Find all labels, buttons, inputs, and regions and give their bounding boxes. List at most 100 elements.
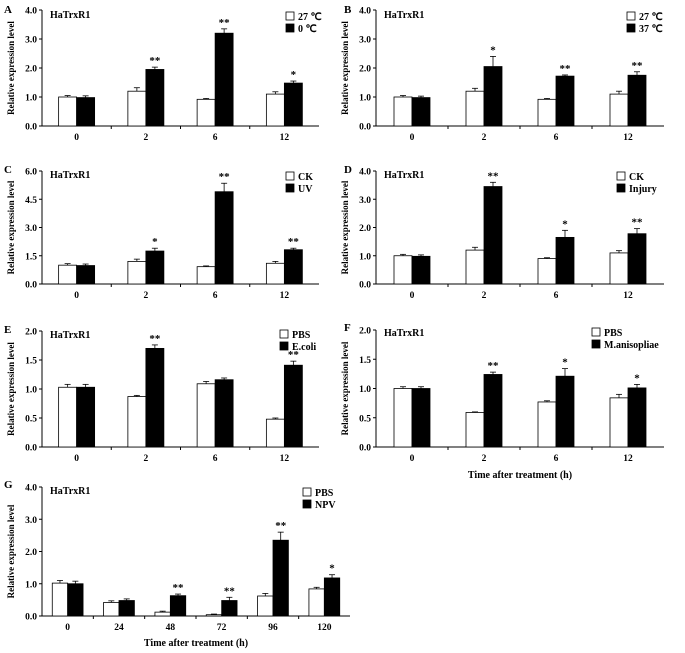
- chart-title: HaTrxR1: [384, 170, 424, 181]
- y-tick-label: 0.0: [25, 613, 37, 623]
- bar-control: [393, 255, 413, 285]
- x-tick-label: 2: [144, 291, 149, 301]
- y-tick-label: 2.0: [359, 224, 371, 234]
- x-tick-label: 6: [213, 291, 218, 301]
- chart-title: HaTrxR1: [50, 170, 90, 181]
- significance-label: **: [224, 585, 236, 597]
- legend-swatch-control: [302, 487, 312, 497]
- significance-label: *: [152, 236, 158, 248]
- x-tick-label: 12: [623, 133, 633, 143]
- chart-panel-b: B HaTrxR1 0.0 1.0 2.0 3.0 4.0 Relative expressi…: [340, 4, 664, 143]
- chart-title: HaTrxR1: [50, 486, 90, 497]
- x-tick-label: 6: [554, 454, 559, 464]
- bar-control: [205, 614, 223, 617]
- significance-label: **: [149, 333, 161, 345]
- y-tick-label: 4.0: [359, 168, 371, 178]
- legend-label: 37 ℃: [639, 24, 663, 35]
- bar-control: [465, 249, 485, 285]
- legend-label: PBS: [604, 328, 623, 339]
- x-tick-label: 96: [268, 623, 278, 633]
- x-tick-label: 0: [74, 454, 79, 464]
- bar-treatment: [627, 233, 647, 285]
- bar-treatment: [483, 374, 503, 448]
- legend-swatch-treatment: [285, 23, 295, 33]
- y-tick-label: 1.0: [25, 386, 37, 396]
- y-tick-label: 1.0: [359, 385, 371, 395]
- y-tick-label: 4.0: [359, 7, 371, 17]
- chart-title: HaTrxR1: [50, 330, 90, 341]
- x-tick-label: 2: [144, 454, 149, 464]
- legend-swatch-control: [591, 327, 601, 337]
- x-tick-label: 0: [65, 623, 70, 633]
- bar-control: [58, 264, 78, 285]
- bar-control: [265, 418, 285, 448]
- bar-treatment: [145, 69, 165, 127]
- legend-label: 27 ℃: [298, 12, 322, 23]
- panel-letter: D: [344, 164, 352, 176]
- chart-title: HaTrxR1: [384, 10, 424, 21]
- chart-panel-a: A HaTrxR1 0.0 1.0 2.0 3.0 4.0 Relative expressi…: [4, 4, 322, 143]
- x-tick-label: 6: [213, 133, 218, 143]
- panel-letter: G: [4, 479, 13, 491]
- y-tick-label: 2.0: [25, 328, 37, 338]
- significance-label: *: [291, 69, 297, 81]
- y-tick-label: 0.0: [359, 123, 371, 133]
- bar-treatment: [283, 249, 303, 285]
- bar-control: [196, 266, 216, 285]
- y-tick-label: 0.0: [359, 444, 371, 454]
- y-tick-label: 0.0: [25, 123, 37, 133]
- bar-control: [465, 90, 485, 127]
- legend-label: PBS: [292, 330, 311, 341]
- significance-label: *: [562, 218, 568, 230]
- legend-swatch-treatment: [302, 499, 312, 509]
- chart-panel-d: D HaTrxR1 0.0 1.0 2.0 3.0 4.0 Relative expressi…: [340, 164, 664, 301]
- bar-control: [609, 397, 629, 448]
- bar-treatment: [627, 387, 647, 448]
- bar-treatment: [411, 97, 431, 127]
- bar-control: [265, 93, 285, 127]
- x-tick-label: 48: [166, 623, 176, 633]
- bar-control: [265, 262, 285, 285]
- x-tick-label: 0: [74, 133, 79, 143]
- legend-label: PBS: [315, 488, 334, 499]
- y-tick-label: 0.0: [359, 281, 371, 291]
- y-tick-label: 4.0: [25, 7, 37, 17]
- bar-treatment: [76, 386, 96, 448]
- significance-label: **: [488, 170, 500, 182]
- legend-swatch-treatment: [626, 23, 636, 33]
- bar-control: [127, 90, 147, 127]
- legend-label: UV: [298, 184, 313, 195]
- y-tick-label: 3.0: [25, 224, 37, 234]
- legend-swatch-control: [285, 11, 295, 21]
- bar-control: [127, 396, 147, 448]
- x-tick-label: 6: [554, 133, 559, 143]
- x-tick-label: 6: [554, 291, 559, 301]
- y-tick-label: 3.0: [359, 36, 371, 46]
- y-tick-label: 0.0: [25, 281, 37, 291]
- y-tick-label: 1.5: [25, 252, 37, 262]
- y-tick-label: 1.0: [25, 94, 37, 104]
- x-tick-label: 12: [280, 454, 290, 464]
- x-tick-label: 12: [280, 133, 290, 143]
- bar-control: [58, 386, 78, 448]
- bar-treatment: [411, 255, 431, 285]
- significance-label: **: [488, 360, 500, 372]
- y-tick-label: 6.0: [25, 168, 37, 178]
- bar-treatment: [118, 600, 135, 617]
- bar-treatment: [483, 186, 503, 285]
- bar-treatment: [555, 75, 575, 127]
- legend-swatch-control: [285, 171, 295, 181]
- significance-label: *: [329, 563, 335, 575]
- chart-panel-e: E HaTrxR1 0.0 0.5 1.0 1.5 2.0 Relative expressi…: [4, 324, 319, 464]
- bar-control: [609, 252, 629, 285]
- y-axis-label: Relative expression level: [340, 341, 350, 435]
- bar-control: [537, 98, 557, 127]
- bar-treatment: [214, 191, 234, 285]
- y-axis-label: Relative expression level: [340, 21, 350, 115]
- bar-control: [609, 93, 629, 127]
- y-tick-label: 1.0: [25, 580, 37, 590]
- bar-treatment: [272, 539, 289, 617]
- bar-control: [196, 98, 216, 127]
- bar-treatment: [483, 66, 503, 127]
- chart-panel-g: G HaTrxR1 0.0 1.0 2.0 3.0 4.0 Relative expressi…: [4, 479, 350, 649]
